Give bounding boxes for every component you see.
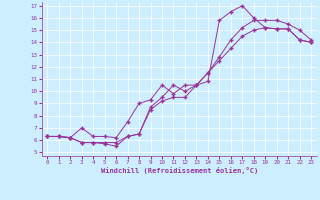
X-axis label: Windchill (Refroidissement éolien,°C): Windchill (Refroidissement éolien,°C) xyxy=(100,167,258,174)
